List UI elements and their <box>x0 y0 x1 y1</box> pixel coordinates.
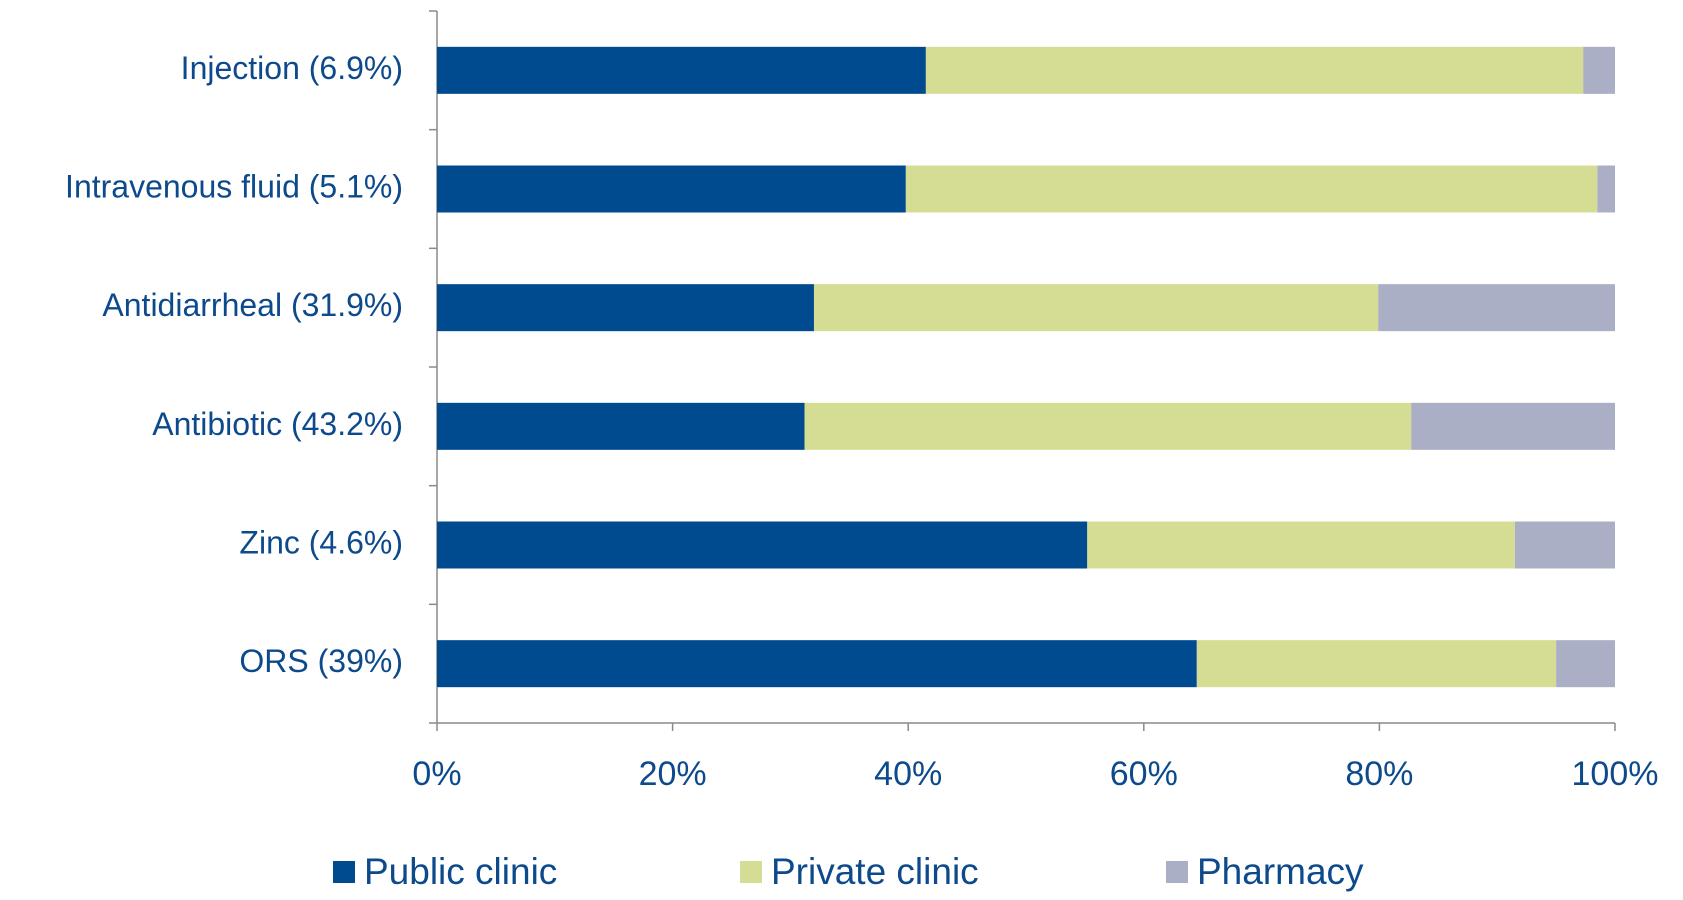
bar-segment <box>437 46 926 94</box>
bar-segment <box>925 46 1584 94</box>
x-tick-label: 80% <box>1345 755 1413 793</box>
y-tick-label: Intravenous fluid (5.1%) <box>65 168 403 204</box>
bar-segment <box>1378 284 1615 332</box>
x-tick-label: 100% <box>1572 755 1659 793</box>
bar-segment <box>437 165 906 213</box>
y-tick-label: Zinc (4.6%) <box>239 524 403 560</box>
y-tick-label: Antidiarrheal (31.9%) <box>102 287 403 323</box>
bar-segment <box>437 640 1197 688</box>
bar-segment <box>1514 521 1615 569</box>
x-tick-label: 60% <box>1110 755 1178 793</box>
legend-label: Pharmacy <box>1197 851 1364 892</box>
y-tick-label: Injection (6.9%) <box>181 50 403 86</box>
bar-segment <box>1411 402 1615 450</box>
bar-segment <box>437 284 814 332</box>
bar-segment <box>437 521 1088 569</box>
x-tick-label: 40% <box>874 755 942 793</box>
bar-segment <box>804 402 1412 450</box>
legend-swatch <box>740 861 762 883</box>
bar-segment <box>437 402 805 450</box>
bar-segment <box>1196 640 1557 688</box>
bar-segment <box>905 165 1598 213</box>
x-tick-label: 20% <box>639 755 707 793</box>
bar-segment <box>1087 521 1515 569</box>
legend-swatch <box>333 861 355 883</box>
bar-segment <box>1583 46 1615 94</box>
legend-label: Public clinic <box>364 851 557 892</box>
legend-label: Private clinic <box>771 851 979 892</box>
y-tick-label: Antibiotic (43.2%) <box>152 406 403 442</box>
legend-swatch <box>1166 861 1188 883</box>
bar-segment <box>1597 165 1615 213</box>
bar-segment <box>813 284 1379 332</box>
x-tick-label: 0% <box>412 755 461 793</box>
y-tick-label: ORS (39%) <box>239 643 403 679</box>
bar-segment <box>1556 640 1615 688</box>
